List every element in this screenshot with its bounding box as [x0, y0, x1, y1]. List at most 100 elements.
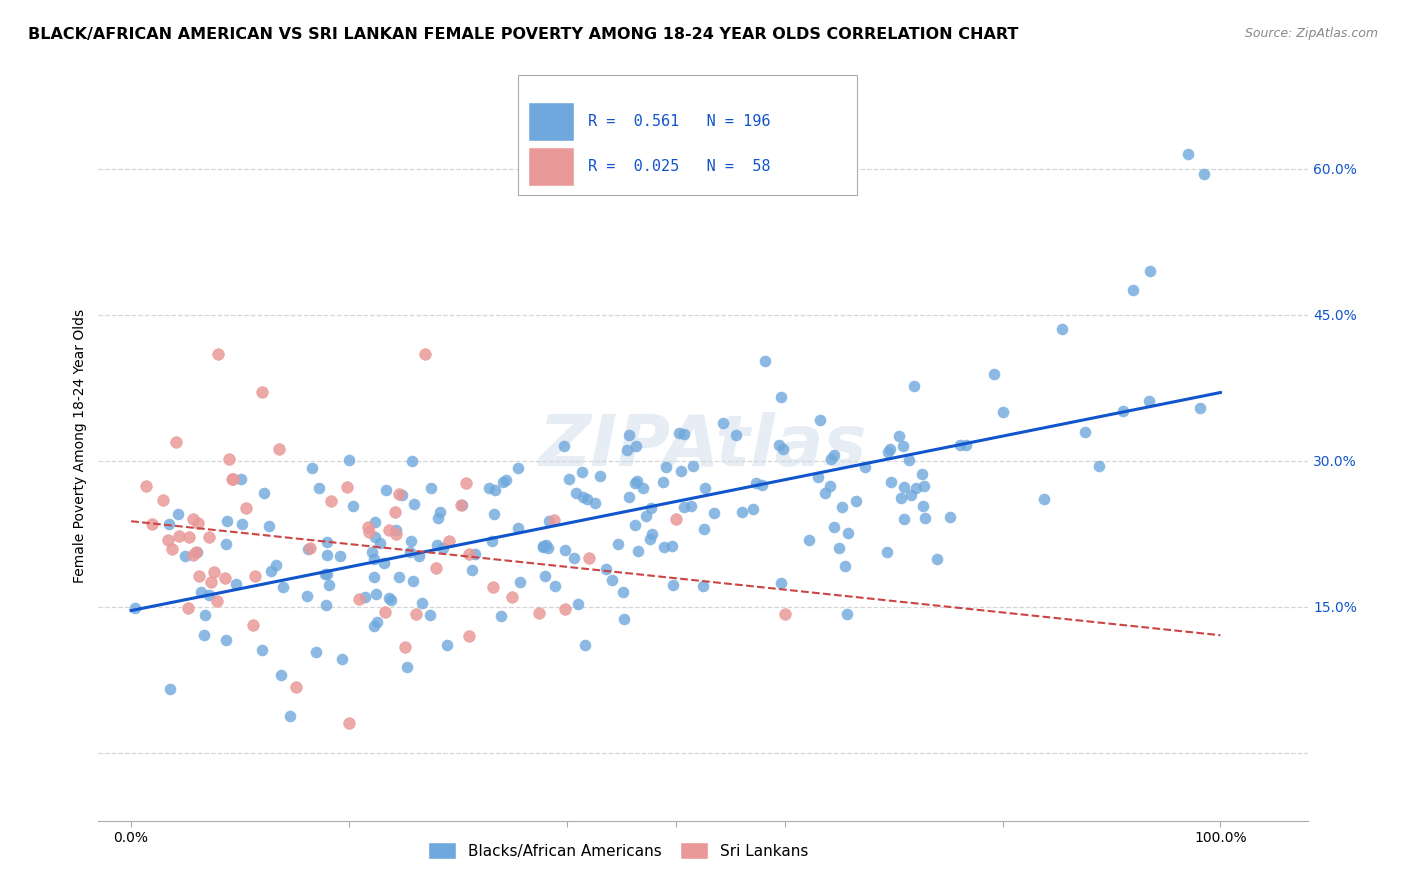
Point	[770, 576, 793, 591]
Point	[402, 574, 425, 589]
Point	[627, 543, 650, 558]
Point	[364, 516, 387, 530]
Legend: Blacks/African Americans, Sri Lankans: Blacks/African Americans, Sri Lankans	[422, 836, 814, 865]
Point	[612, 585, 634, 599]
Point	[260, 564, 283, 578]
FancyBboxPatch shape	[517, 75, 856, 195]
Point	[891, 440, 914, 454]
Point	[190, 584, 212, 599]
Point	[347, 591, 370, 606]
Point	[949, 437, 972, 451]
Point	[245, 569, 267, 583]
Point	[572, 490, 595, 504]
Point	[537, 541, 560, 555]
Point	[336, 480, 359, 494]
Point	[835, 607, 858, 621]
Point	[391, 488, 413, 502]
Point	[534, 569, 557, 583]
Point	[380, 593, 402, 607]
Point	[887, 429, 910, 443]
Point	[939, 509, 962, 524]
Point	[668, 425, 690, 440]
Point	[543, 513, 565, 527]
Point	[437, 533, 460, 548]
Text: R =  0.561   N = 196: R = 0.561 N = 196	[588, 114, 770, 129]
Point	[681, 499, 703, 513]
Point	[626, 439, 648, 453]
Point	[834, 558, 856, 573]
Point	[305, 645, 328, 659]
Point	[363, 570, 385, 584]
Point	[394, 640, 416, 654]
Point	[823, 520, 845, 534]
Point	[451, 498, 474, 512]
Point	[495, 473, 517, 487]
Point	[187, 569, 209, 583]
Point	[682, 459, 704, 474]
Point	[316, 548, 339, 562]
Point	[636, 508, 658, 523]
Point	[135, 479, 157, 493]
Point	[218, 452, 240, 467]
Point	[297, 590, 319, 604]
Point	[797, 533, 820, 548]
Point	[769, 391, 792, 405]
Point	[187, 516, 209, 530]
Point	[624, 517, 647, 532]
Point	[252, 643, 274, 657]
Point	[186, 545, 208, 559]
Point	[186, 545, 208, 559]
Point	[270, 667, 292, 681]
Point	[177, 601, 200, 615]
Point	[613, 611, 636, 625]
Point	[368, 535, 391, 549]
Point	[235, 501, 257, 516]
Point	[231, 516, 253, 531]
Point	[554, 543, 576, 558]
Point	[396, 660, 419, 674]
Point	[845, 493, 868, 508]
Point	[399, 534, 422, 549]
Point	[1087, 459, 1109, 474]
Point	[624, 476, 647, 491]
Point	[329, 549, 352, 564]
Point	[156, 533, 179, 548]
Point	[911, 499, 934, 513]
Point	[242, 618, 264, 632]
Point	[820, 452, 842, 467]
Point	[202, 565, 225, 579]
Text: ZIPAtlas: ZIPAtlas	[538, 411, 868, 481]
Point	[401, 454, 423, 468]
Point	[893, 480, 915, 494]
Point	[298, 541, 321, 555]
Point	[198, 588, 221, 602]
Point	[553, 439, 575, 453]
Point	[607, 537, 630, 551]
Point	[1188, 401, 1211, 416]
Point	[314, 567, 336, 582]
Point	[724, 428, 747, 442]
Point	[693, 482, 716, 496]
Point	[457, 629, 479, 643]
Point	[562, 550, 585, 565]
Point	[955, 438, 977, 452]
Point	[641, 526, 664, 541]
Point	[481, 533, 503, 548]
Point	[183, 548, 205, 562]
Point	[571, 465, 593, 479]
Point	[506, 521, 529, 535]
Point	[768, 438, 790, 452]
Point	[456, 476, 478, 491]
Point	[363, 552, 385, 566]
Point	[626, 474, 648, 488]
Point	[205, 593, 228, 607]
Point	[1177, 147, 1199, 161]
Point	[692, 579, 714, 593]
Point	[250, 385, 273, 400]
Point	[375, 483, 398, 497]
Point	[808, 413, 831, 427]
Point	[567, 597, 589, 611]
Point	[672, 500, 695, 515]
Point	[578, 550, 600, 565]
Point	[536, 537, 558, 551]
